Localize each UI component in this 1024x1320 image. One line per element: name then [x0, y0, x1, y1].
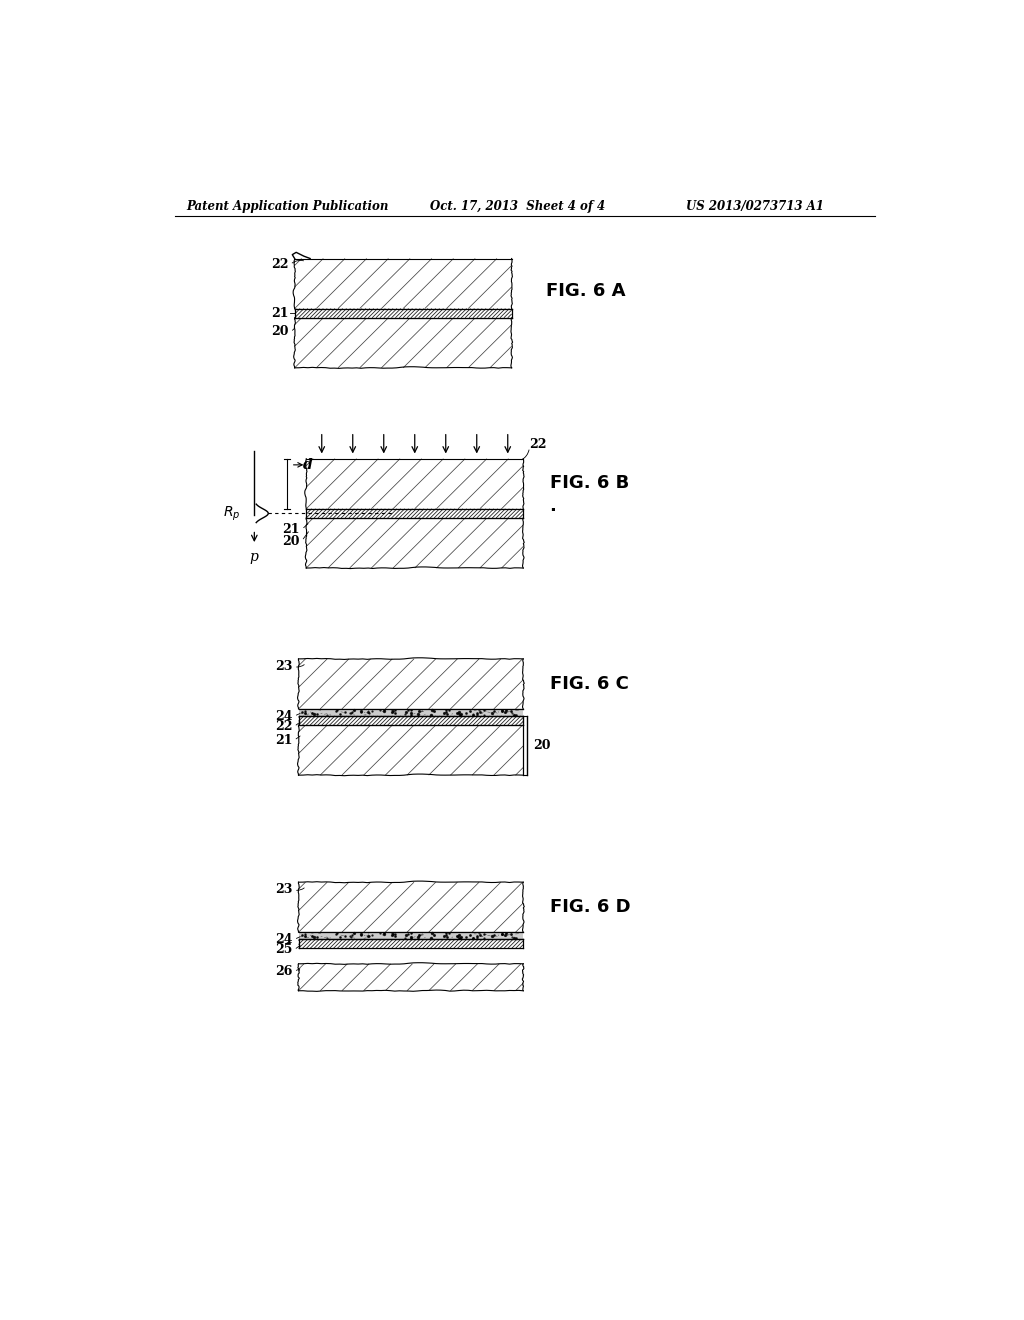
Text: US 2013/0273713 A1: US 2013/0273713 A1	[686, 199, 824, 213]
Bar	[295, 318, 512, 368]
Text: d: d	[302, 458, 312, 471]
Text: 23: 23	[274, 883, 292, 896]
Bar	[299, 940, 523, 948]
Text: 21: 21	[274, 734, 292, 747]
Bar	[299, 964, 523, 991]
Bar	[299, 725, 523, 775]
Text: 26: 26	[274, 965, 292, 978]
Text: $R_p$: $R_p$	[223, 504, 241, 523]
Bar	[295, 259, 512, 309]
Bar	[299, 932, 523, 940]
Bar	[306, 508, 523, 517]
Text: 23: 23	[274, 660, 292, 673]
Text: 24: 24	[274, 710, 292, 723]
Text: Oct. 17, 2013  Sheet 4 of 4: Oct. 17, 2013 Sheet 4 of 4	[430, 199, 605, 213]
Text: FIG. 6 B: FIG. 6 B	[550, 474, 630, 492]
Text: 20: 20	[271, 325, 289, 338]
Text: 22: 22	[274, 721, 292, 733]
Bar	[299, 659, 523, 709]
Text: 25: 25	[274, 944, 292, 957]
Bar	[299, 709, 523, 715]
Text: 21: 21	[283, 523, 300, 536]
Bar	[306, 459, 523, 508]
Text: 20: 20	[534, 739, 551, 752]
Text: FIG. 6 A: FIG. 6 A	[547, 282, 626, 300]
Text: 22: 22	[529, 438, 547, 451]
Bar	[306, 517, 523, 568]
Text: FIG. 6 C: FIG. 6 C	[550, 675, 630, 693]
Text: Patent Application Publication: Patent Application Publication	[186, 199, 388, 213]
Text: 21: 21	[271, 306, 289, 319]
Bar	[299, 715, 523, 725]
Text: .: .	[549, 498, 556, 515]
Text: FIG. 6 D: FIG. 6 D	[550, 898, 631, 916]
Bar	[299, 882, 523, 932]
Text: p: p	[250, 550, 259, 565]
Text: 24: 24	[274, 933, 292, 946]
Bar	[295, 309, 512, 318]
Text: 20: 20	[283, 535, 300, 548]
Text: 22: 22	[271, 259, 289, 271]
